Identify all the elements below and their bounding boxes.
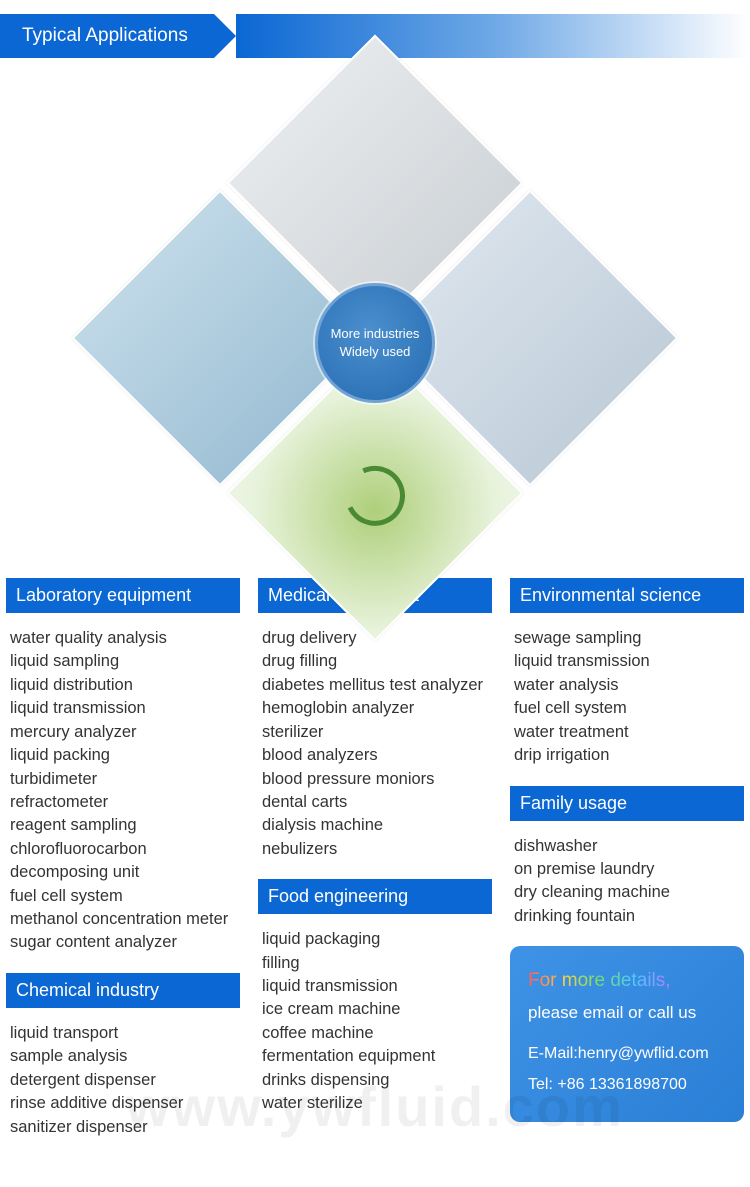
items-family: dishwasher on premise laundry dry cleani… — [514, 835, 744, 929]
contact-email-value: henry@ywflid.com — [578, 1045, 709, 1062]
list-item: sugar content analyzer — [10, 931, 240, 954]
section-title: Food engineering — [268, 886, 408, 906]
list-item: liquid packing — [10, 744, 240, 767]
section-header-food: Food engineering — [258, 879, 492, 914]
list-item: liquid transmission — [514, 650, 744, 673]
items-food: liquid packaging filling liquid transmis… — [262, 928, 492, 1115]
list-item: liquid packaging — [262, 928, 492, 951]
section-title: Chemical industry — [16, 980, 159, 1000]
section-header-environmental: Environmental science — [510, 578, 744, 613]
list-item: liquid transport — [10, 1022, 240, 1045]
list-item: fuel cell system — [10, 885, 240, 908]
list-item: diabetes mellitus test analyzer — [262, 674, 492, 697]
list-item: on premise laundry — [514, 858, 744, 881]
list-item: blood pressure moniors — [262, 768, 492, 791]
list-item: sample analysis — [10, 1045, 240, 1068]
list-item: turbidimeter — [10, 768, 240, 791]
list-item: methanol concentration meter — [10, 908, 240, 931]
list-item: water sterilize — [262, 1092, 492, 1115]
contact-email: E-Mail:henry@ywflid.com — [528, 1042, 726, 1067]
columns-container: Laboratory equipment water quality analy… — [0, 578, 750, 1157]
banner-gradient — [236, 14, 750, 58]
items-medical: drug delivery drug filling diabetes mell… — [262, 627, 492, 861]
list-item: sewage sampling — [514, 627, 744, 650]
list-item: ice cream machine — [262, 998, 492, 1021]
list-item: liquid transmission — [262, 975, 492, 998]
list-item: water quality analysis — [10, 627, 240, 650]
list-item: dishwasher — [514, 835, 744, 858]
column-left: Laboratory equipment water quality analy… — [6, 578, 240, 1157]
list-item: water analysis — [514, 674, 744, 697]
contact-email-label: E-Mail: — [528, 1045, 578, 1062]
list-item: filling — [262, 952, 492, 975]
list-item: reagent sampling — [10, 814, 240, 837]
list-item: liquid distribution — [10, 674, 240, 697]
list-item: drinking fountain — [514, 905, 744, 928]
list-item: coffee machine — [262, 1022, 492, 1045]
list-item: drug filling — [262, 650, 492, 673]
contact-tel: Tel: +86 13361898700 — [528, 1073, 726, 1098]
list-item: detergent dispenser — [10, 1069, 240, 1092]
recycle-icon — [337, 457, 414, 534]
list-item: drip irrigation — [514, 744, 744, 767]
contact-headline-plain: please email or call us — [528, 1000, 726, 1026]
list-item: rinse additive dispenser — [10, 1092, 240, 1115]
list-item: drinks dispensing — [262, 1069, 492, 1092]
list-item: liquid transmission — [10, 697, 240, 720]
list-item: nebulizers — [262, 838, 492, 861]
center-badge: More industries Widely used — [315, 283, 435, 403]
column-right: Environmental science sewage sampling li… — [510, 578, 744, 1157]
items-chemical: liquid transport sample analysis deterge… — [10, 1022, 240, 1139]
list-item: water treatment — [514, 721, 744, 744]
list-item: sterilizer — [262, 721, 492, 744]
list-item: chlorofluorocarbon decomposing unit — [10, 838, 240, 885]
list-item: mercury analyzer — [10, 721, 240, 744]
list-item: fermentation equipment — [262, 1045, 492, 1068]
contact-tel-label: Tel: — [528, 1076, 553, 1093]
banner-title: Typical Applications — [22, 25, 188, 47]
items-environmental: sewage sampling liquid transmission wate… — [514, 627, 744, 768]
section-header-laboratory: Laboratory equipment — [6, 578, 240, 613]
list-item: hemoglobin analyzer — [262, 697, 492, 720]
list-item: dialysis machine — [262, 814, 492, 837]
banner-title-chip: Typical Applications — [0, 14, 214, 58]
section-title: Environmental science — [520, 585, 701, 605]
list-item: sanitizer dispenser — [10, 1116, 240, 1139]
list-item: dental carts — [262, 791, 492, 814]
section-title: Family usage — [520, 793, 627, 813]
contact-headline: For more details, — [528, 966, 726, 995]
list-item: dry cleaning machine — [514, 881, 744, 904]
column-middle: Medical equipment drug delivery drug fil… — [258, 578, 492, 1157]
items-laboratory: water quality analysis liquid sampling l… — [10, 627, 240, 955]
center-badge-line2: Widely used — [340, 343, 411, 361]
section-header-chemical: Chemical industry — [6, 973, 240, 1008]
contact-headline-colored: For more details, — [528, 970, 671, 991]
section-header-family: Family usage — [510, 786, 744, 821]
center-badge-line1: More industries — [331, 325, 420, 343]
list-item: blood analyzers — [262, 744, 492, 767]
diamond-cluster: More industries Widely used — [0, 58, 750, 578]
list-item: fuel cell system — [514, 697, 744, 720]
list-item: refractometer — [10, 791, 240, 814]
contact-tel-value: +86 13361898700 — [557, 1076, 686, 1093]
contact-box: For more details, please email or call u… — [510, 946, 744, 1121]
section-title: Laboratory equipment — [16, 585, 191, 605]
list-item: liquid sampling — [10, 650, 240, 673]
